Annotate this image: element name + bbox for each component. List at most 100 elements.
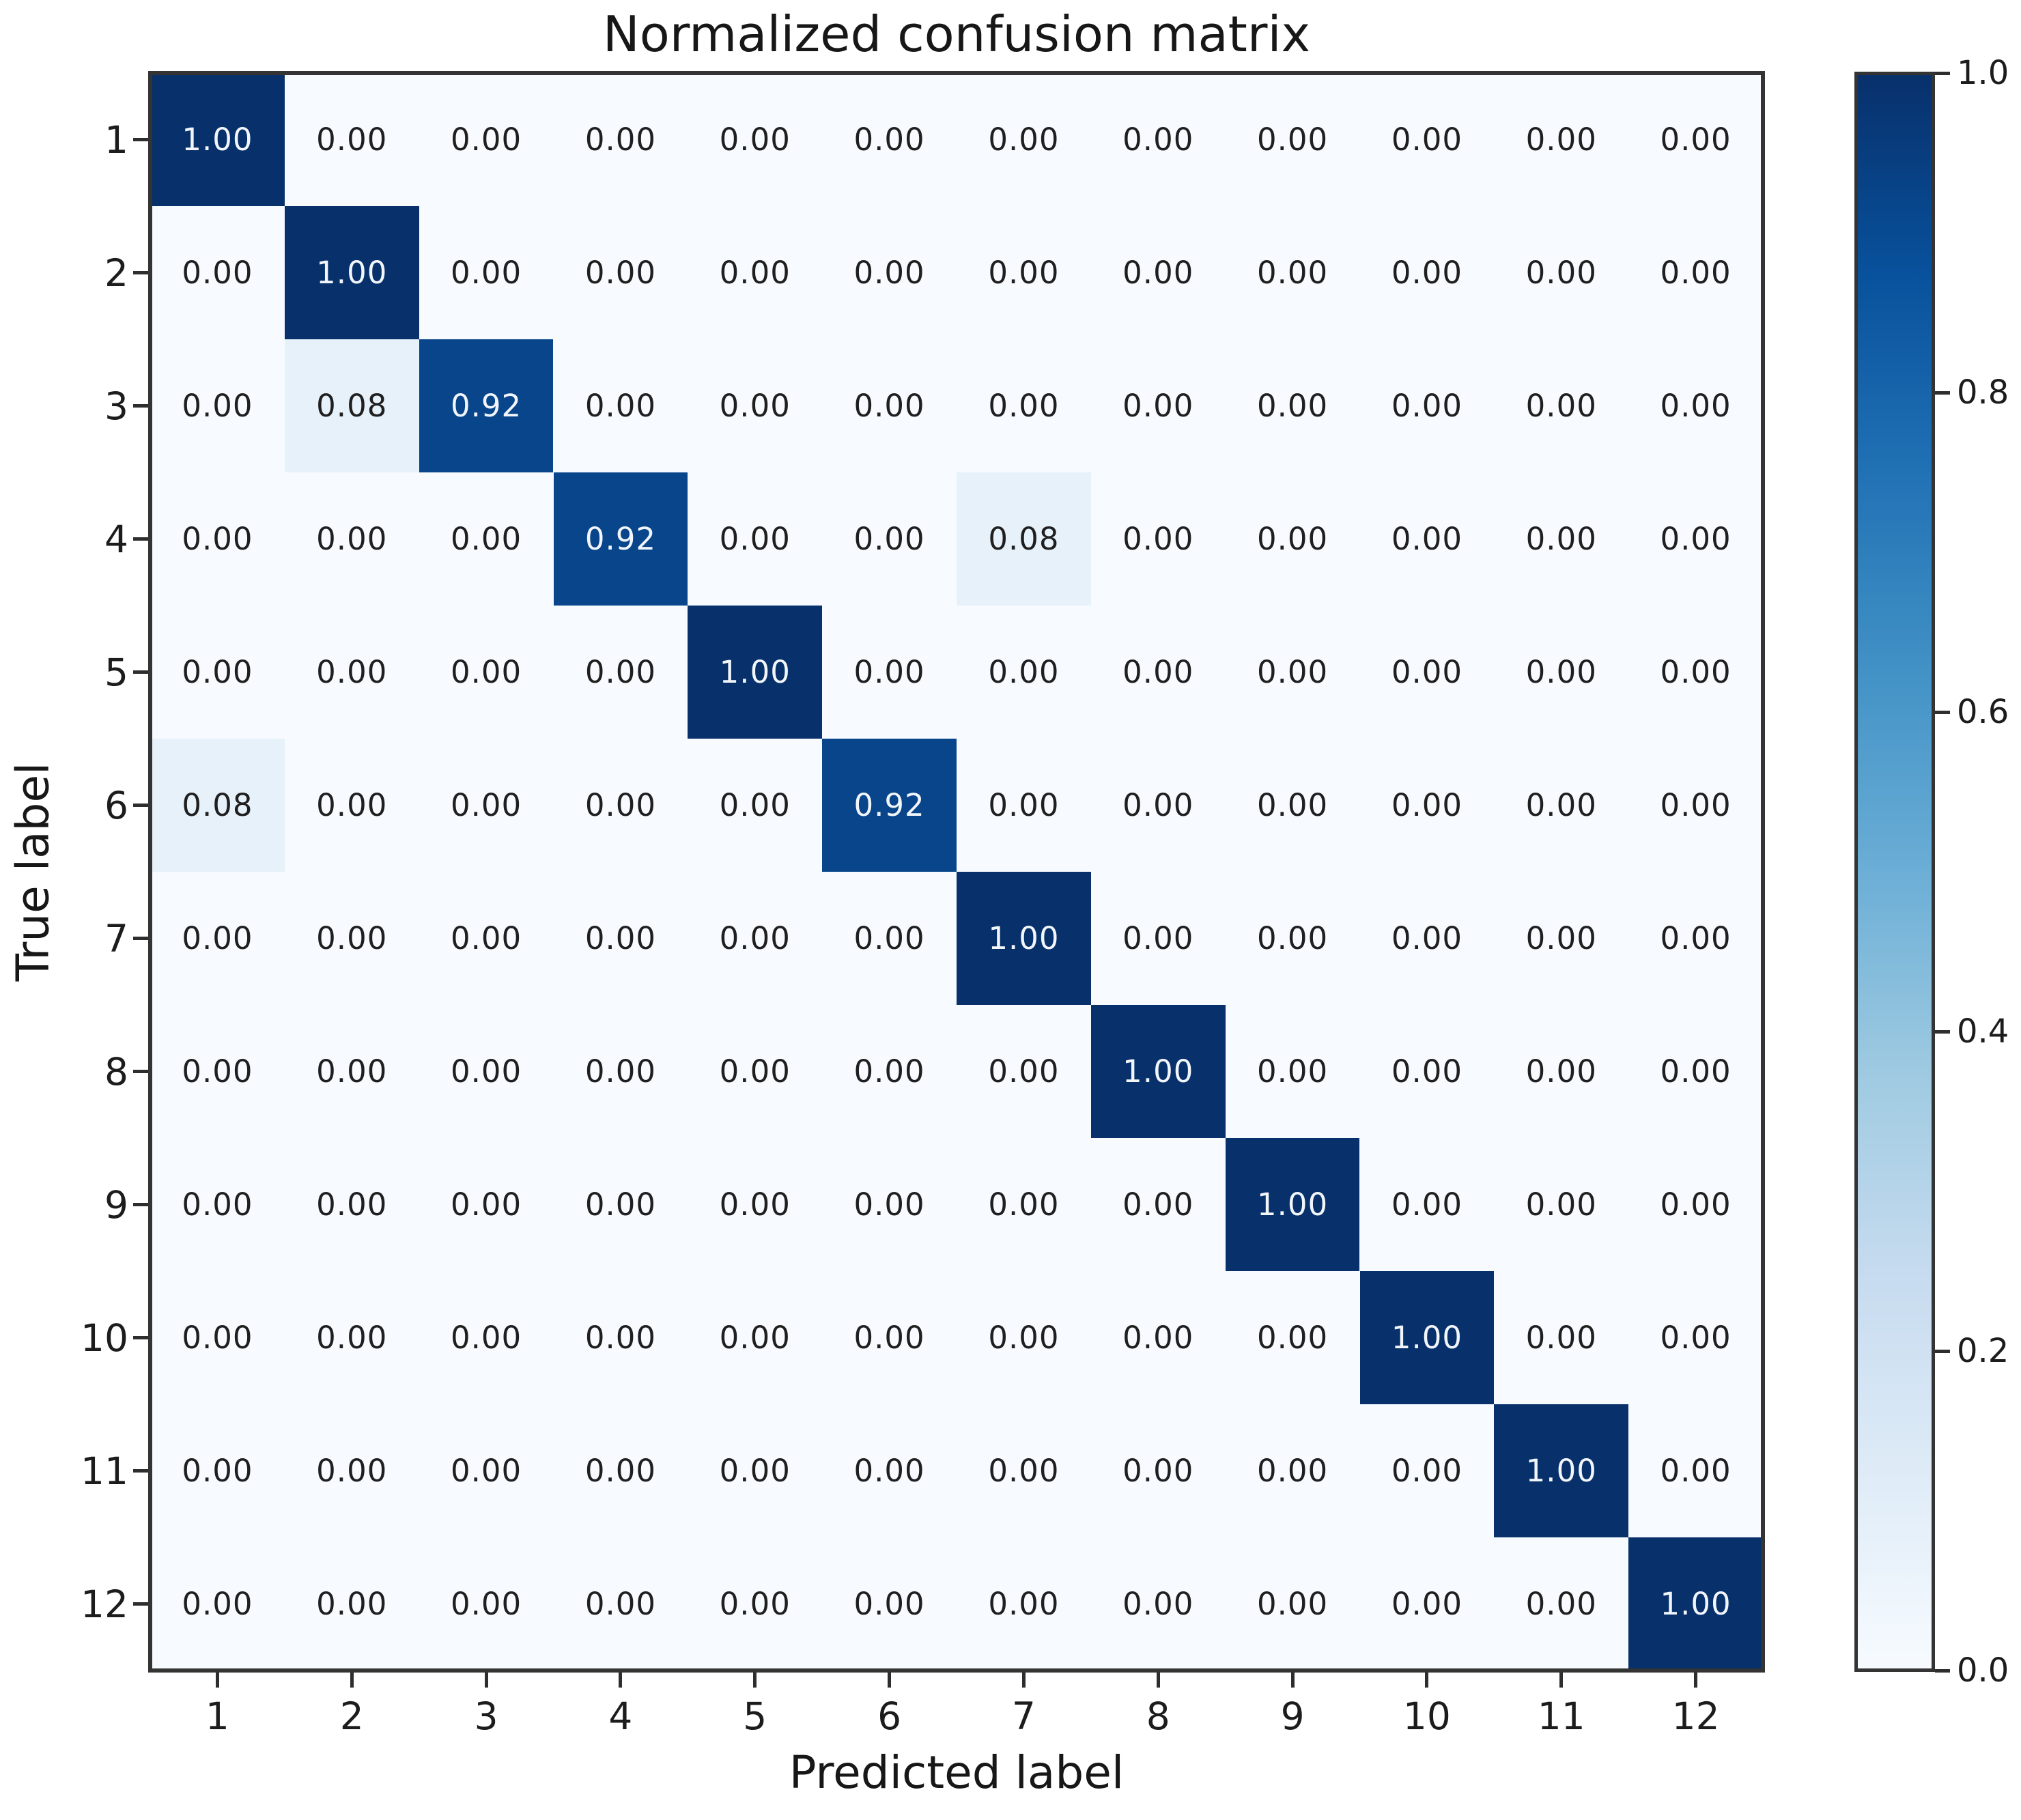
matrix-cell: 0.00: [419, 1271, 554, 1404]
matrix-cell: 0.00: [284, 739, 419, 872]
matrix-cell: 0.00: [1225, 872, 1360, 1005]
matrix-cell: 0.00: [1628, 339, 1763, 472]
matrix-cell: 0.00: [688, 73, 823, 206]
matrix-cell: 0.00: [822, 73, 957, 206]
matrix-cell: 0.00: [284, 73, 419, 206]
matrix-cell: 0.00: [1494, 872, 1629, 1005]
tick-mark: [133, 1336, 148, 1339]
matrix-cell: 0.00: [688, 339, 823, 472]
y-tick-label: 4: [104, 517, 128, 561]
matrix-cell: 0.00: [957, 1005, 1091, 1138]
matrix-cell: 0.00: [553, 206, 688, 339]
matrix-cell: 0.00: [284, 872, 419, 1005]
matrix-cell: 0.00: [1090, 206, 1226, 339]
matrix-cell: 0.00: [419, 1138, 554, 1271]
matrix-cell: 0.92: [822, 739, 957, 872]
matrix-cell: 0.00: [1628, 1138, 1763, 1271]
y-tick-label: 10: [81, 1316, 128, 1360]
matrix-cell: 0.00: [1225, 739, 1360, 872]
tick-mark: [133, 1070, 148, 1073]
matrix-cell: 0.00: [822, 472, 957, 606]
tick-mark: [350, 1673, 354, 1688]
matrix-cell: 0.00: [822, 872, 957, 1005]
colorbar-tick-label: 0.6: [1957, 693, 2009, 731]
matrix-cell: 0.00: [822, 206, 957, 339]
matrix-cell: 0.00: [1494, 739, 1629, 872]
matrix-cell: 0.00: [688, 1138, 823, 1271]
matrix-cell: 0.00: [957, 73, 1091, 206]
matrix-cell: 0.08: [150, 739, 285, 872]
matrix-cell: 0.00: [1359, 206, 1495, 339]
matrix-cell: 0.08: [957, 472, 1091, 606]
matrix-cell: 0.00: [284, 1271, 419, 1404]
matrix-cell: 0.00: [419, 739, 554, 872]
x-tick-label: 9: [1280, 1694, 1305, 1738]
matrix-cell: 0.00: [1628, 606, 1763, 739]
matrix-cell: 0.00: [688, 739, 823, 872]
tick-mark: [1935, 390, 1950, 395]
matrix-cell: 0.00: [957, 1138, 1091, 1271]
matrix-cell: 0.00: [1090, 872, 1226, 1005]
tick-mark: [1559, 1673, 1564, 1688]
tick-mark: [1935, 71, 1950, 75]
heatmap-grid: 1.00 0.00 0.00 0.00 0.00 0.00 0.00 0.00 0.00 0.00…: [150, 73, 1763, 1670]
matrix-cell: 0.92: [553, 472, 688, 606]
matrix-cell: 0.00: [957, 1271, 1091, 1404]
matrix-cell: 0.00: [1359, 1138, 1495, 1271]
matrix-cell: 0.00: [419, 1005, 554, 1138]
matrix-cell: 0.00: [1494, 73, 1629, 206]
matrix-cell: 0.00: [1225, 606, 1360, 739]
tick-mark: [1935, 1349, 1950, 1353]
matrix-cell: 0.00: [419, 1537, 554, 1670]
matrix-cell: 0.00: [553, 739, 688, 872]
matrix-cell: 0.00: [1494, 206, 1629, 339]
matrix-cell: 0.00: [1494, 339, 1629, 472]
matrix-cell: 0.00: [1494, 1138, 1629, 1271]
tick-mark: [133, 271, 148, 274]
matrix-cell: 0.00: [419, 872, 554, 1005]
matrix-cell: 0.00: [1225, 1005, 1360, 1138]
tick-mark: [1425, 1673, 1429, 1688]
chart-title: Normalized confusion matrix: [602, 5, 1311, 63]
y-tick-label: 2: [104, 251, 128, 295]
x-tick-label: 10: [1402, 1694, 1451, 1738]
matrix-cell: 0.00: [553, 606, 688, 739]
tick-mark: [1021, 1673, 1026, 1688]
matrix-cell: 0.00: [1225, 1271, 1360, 1404]
matrix-cell: 0.00: [1359, 73, 1495, 206]
matrix-cell: 0.00: [284, 1138, 419, 1271]
matrix-cell: 0.08: [284, 339, 419, 472]
matrix-cell: 0.00: [553, 872, 688, 1005]
tick-mark: [133, 537, 148, 541]
matrix-cell: 0.00: [150, 872, 285, 1005]
colorbar-tick-label: 0.0: [1957, 1651, 2009, 1690]
tick-mark: [1290, 1673, 1295, 1688]
matrix-cell: 0.00: [553, 73, 688, 206]
x-tick-label: 6: [877, 1694, 902, 1738]
matrix-cell: 0.00: [1225, 206, 1360, 339]
tick-mark: [133, 138, 148, 141]
matrix-cell: 0.00: [1628, 1005, 1763, 1138]
matrix-cell: 0.00: [1090, 73, 1226, 206]
matrix-cell: 0.00: [957, 206, 1091, 339]
tick-mark: [1935, 1668, 1950, 1673]
matrix-cell: 0.00: [1090, 339, 1226, 472]
matrix-cell: 0.00: [1225, 73, 1360, 206]
x-tick-label: 12: [1671, 1694, 1720, 1738]
matrix-cell: 0.00: [957, 1537, 1091, 1670]
matrix-cell: 0.00: [150, 1005, 285, 1138]
matrix-cell: 0.00: [957, 739, 1091, 872]
matrix-cell: 0.00: [419, 206, 554, 339]
matrix-cell: 0.00: [150, 1537, 285, 1670]
colorbar-tick-label: 1.0: [1957, 54, 2009, 92]
matrix-cell: 0.00: [419, 606, 554, 739]
x-tick-label: 11: [1537, 1694, 1585, 1738]
matrix-cell: 0.00: [688, 1005, 823, 1138]
matrix-cell: 0.00: [553, 339, 688, 472]
matrix-cell: 0.00: [284, 1404, 419, 1537]
matrix-cell: 0.00: [419, 73, 554, 206]
tick-mark: [1156, 1673, 1160, 1688]
matrix-cell: 0.00: [1225, 339, 1360, 472]
matrix-cell: 1.00: [1628, 1537, 1763, 1670]
matrix-cell: 0.00: [1090, 1404, 1226, 1537]
